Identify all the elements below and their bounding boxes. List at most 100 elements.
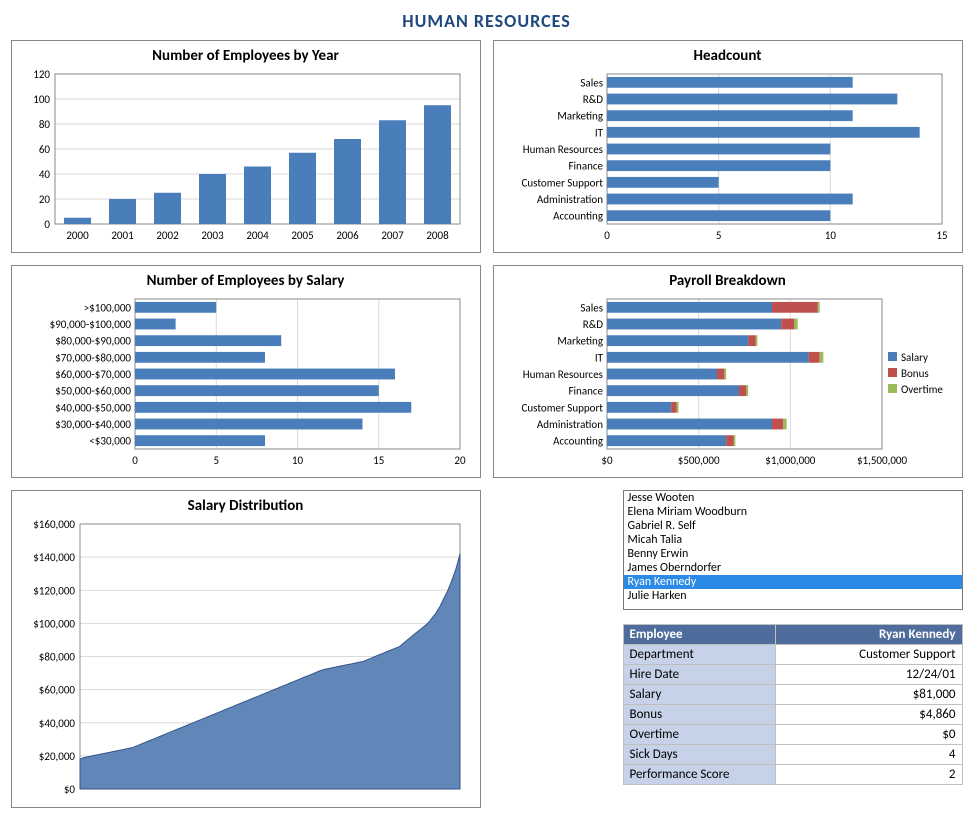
employee-list-item[interactable]: Elena Miriam Woodburn (624, 505, 962, 519)
svg-text:$1,500,000: $1,500,000 (856, 454, 907, 467)
chart-employees-by-salary: Number of Employees by Salary 05101520>$… (11, 265, 481, 478)
detail-header-label: Employee (623, 625, 776, 645)
dashboard-grid: Number of Employees by Year 020406080100… (10, 40, 963, 808)
svg-text:15: 15 (373, 454, 384, 467)
svg-text:$90,000-$100,000: $90,000-$100,000 (49, 318, 131, 331)
svg-text:Human Resources: Human Resources (522, 368, 602, 381)
svg-text:5: 5 (715, 229, 721, 242)
svg-text:80: 80 (38, 118, 50, 131)
detail-row-label: Department (623, 645, 776, 665)
chart-svg: 0 5 10 15 20 >$100,000 $90,000-$100,000 $80,000… (20, 294, 470, 469)
svg-text:2007: 2007 (381, 229, 404, 242)
employee-detail-table: EmployeeRyan KennedyDepartmentCustomer S… (623, 624, 963, 785)
svg-text:$70,000-$80,000: $70,000-$80,000 (55, 351, 131, 364)
detail-row-value: $81,000 (776, 685, 962, 705)
svg-text:IT: IT (594, 126, 603, 139)
detail-row-value: $4,860 (776, 705, 962, 725)
svg-text:R&D: R&D (582, 318, 602, 331)
svg-text:Customer Support: Customer Support (521, 401, 603, 414)
employee-list-item[interactable]: Julie Harken (624, 589, 962, 603)
svg-text:5: 5 (213, 454, 219, 467)
svg-text:0: 0 (44, 218, 50, 231)
svg-text:15: 15 (936, 229, 947, 242)
svg-text:0: 0 (604, 229, 610, 242)
svg-text:$60,000: $60,000 (38, 684, 75, 697)
employee-list-item[interactable]: Ryan Kennedy (624, 575, 962, 589)
chart-svg: $0 $500,000 $1,000,000 $1,500,000 Sales R&D Ma… (502, 294, 952, 469)
svg-text:>$100,000: >$100,000 (83, 301, 131, 314)
detail-row-label: Salary (623, 685, 776, 705)
svg-text:IT: IT (594, 351, 603, 364)
employee-list-item[interactable]: Gabriel R. Self (624, 519, 962, 533)
chart-svg: 0204060801001202000200120022003200420052… (20, 69, 470, 244)
detail-row-label: Performance Score (623, 765, 776, 785)
svg-text:2006: 2006 (336, 229, 359, 242)
svg-text:$100,000: $100,000 (33, 617, 75, 630)
chart-title: Headcount (502, 47, 954, 65)
employee-list-item[interactable]: Benny Erwin (624, 547, 962, 561)
svg-text:2002: 2002 (156, 229, 179, 242)
svg-text:$20,000: $20,000 (38, 750, 75, 763)
svg-text:0: 0 (132, 454, 138, 467)
svg-text:100: 100 (33, 93, 50, 106)
svg-text:$120,000: $120,000 (33, 584, 75, 597)
svg-text:$50,000-$60,000: $50,000-$60,000 (55, 385, 131, 398)
chart-employees-by-year: Number of Employees by Year 020406080100… (11, 40, 481, 253)
svg-text:20: 20 (454, 454, 466, 467)
employee-list-item[interactable]: Jesse Wooten (624, 491, 962, 505)
svg-text:2004: 2004 (246, 229, 269, 242)
svg-text:$80,000-$90,000: $80,000-$90,000 (55, 335, 131, 348)
svg-text:Finance: Finance (568, 385, 603, 398)
svg-text:Bonus: Bonus (901, 367, 929, 380)
svg-text:Accounting: Accounting (553, 435, 603, 448)
detail-row-label: Hire Date (623, 665, 776, 685)
svg-text:Marketing: Marketing (557, 110, 603, 123)
svg-text:Accounting: Accounting (553, 210, 603, 223)
svg-text:Human Resources: Human Resources (522, 143, 602, 156)
svg-text:$40,000: $40,000 (38, 717, 75, 730)
svg-text:2008: 2008 (426, 229, 449, 242)
svg-text:40: 40 (38, 168, 50, 181)
svg-text:$60,000-$70,000: $60,000-$70,000 (55, 368, 131, 381)
svg-text:Salary: Salary (901, 351, 928, 364)
svg-text:$80,000: $80,000 (38, 651, 75, 664)
chart-payroll: Payroll Breakdown $0 $500,000 $1,000,000 $1… (493, 265, 963, 478)
svg-text:$500,000: $500,000 (677, 454, 719, 467)
svg-text:10: 10 (291, 454, 303, 467)
chart-salary-distribution: Salary Distribution $0$20,000$40,000$60,… (11, 490, 481, 808)
svg-text:60: 60 (38, 143, 50, 156)
svg-text:2003: 2003 (201, 229, 224, 242)
svg-text:Overtime: Overtime (901, 383, 943, 396)
employee-panel: Jesse WootenElena Miriam WoodburnGabriel… (493, 490, 963, 808)
svg-text:Customer Support: Customer Support (521, 176, 603, 189)
employee-list-item[interactable]: Micah Talia (624, 533, 962, 547)
svg-text:$0: $0 (63, 783, 75, 796)
svg-text:Marketing: Marketing (557, 335, 603, 348)
chart-headcount: Headcount 0 5 10 15 Sales R&D Marketing IT Human… (493, 40, 963, 253)
svg-text:Sales: Sales (580, 76, 603, 89)
svg-text:$30,000-$40,000: $30,000-$40,000 (55, 418, 131, 431)
svg-text:$140,000: $140,000 (33, 551, 75, 564)
svg-text:Sales: Sales (580, 301, 603, 314)
employee-listbox[interactable]: Jesse WootenElena Miriam WoodburnGabriel… (623, 490, 963, 610)
svg-text:$0: $0 (601, 454, 613, 467)
svg-text:120: 120 (33, 69, 50, 81)
svg-text:<$30,000: <$30,000 (89, 435, 131, 448)
detail-row-label: Bonus (623, 705, 776, 725)
chart-svg: $0 $20,000 $40,000 $60,000 $80,000 $100,000 $1… (20, 519, 470, 799)
svg-text:$1,000,000: $1,000,000 (765, 454, 816, 467)
employee-list-item[interactable]: James Oberndorfer (624, 561, 962, 575)
svg-text:Administration: Administration (536, 418, 602, 431)
svg-text:$40,000-$50,000: $40,000-$50,000 (55, 401, 131, 414)
detail-row-value: 12/24/01 (776, 665, 962, 685)
svg-text:2001: 2001 (111, 229, 134, 242)
svg-text:$160,000: $160,000 (33, 519, 75, 531)
chart-title: Payroll Breakdown (502, 272, 954, 290)
detail-row-label: Overtime (623, 725, 776, 745)
detail-row-label: Sick Days (623, 745, 776, 765)
chart-svg: 0 5 10 15 Sales R&D Marketing IT Human Resources… (502, 69, 952, 244)
detail-row-value: 2 (776, 765, 962, 785)
svg-text:10: 10 (824, 229, 836, 242)
svg-text:R&D: R&D (582, 93, 602, 106)
detail-row-value: 4 (776, 745, 962, 765)
